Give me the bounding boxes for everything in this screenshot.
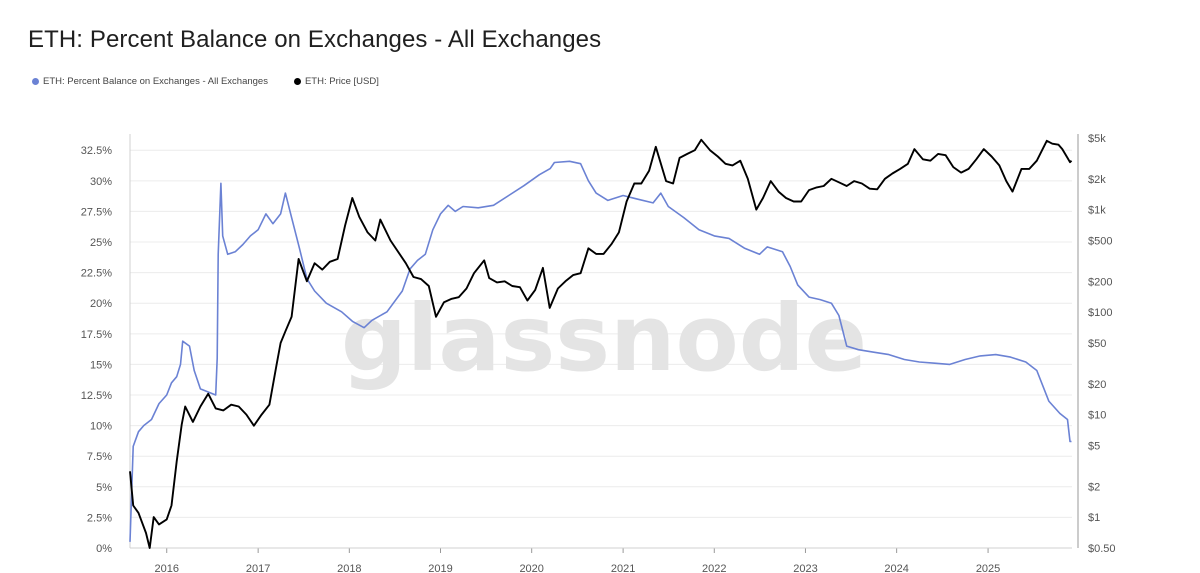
x-tick-label: 2016	[154, 563, 178, 573]
chart-legend: ETH: Percent Balance on Exchanges - All …	[32, 76, 379, 87]
y-right-tick-label: $0.50	[1088, 543, 1116, 555]
watermark-text: glassnode	[341, 285, 867, 392]
y-left-tick-label: 15%	[90, 359, 112, 371]
x-tick-label: 2021	[611, 563, 635, 573]
y-left-tick-label: 30%	[90, 176, 112, 188]
x-tick-label: 2018	[337, 563, 361, 573]
y-left-tick-label: 17.5%	[81, 329, 112, 341]
y-right-tick-label: $200	[1088, 276, 1112, 288]
y-left-tick-label: 32.5%	[81, 145, 112, 157]
y-right-tick-label: $20	[1088, 379, 1106, 391]
y-left-tick-label: 25%	[90, 237, 112, 249]
x-tick-label: 2020	[519, 563, 543, 573]
legend-label-price: ETH: Price [USD]	[304, 76, 379, 87]
y-right-tick-label: $5	[1088, 441, 1100, 453]
series-layer	[129, 138, 1073, 549]
legend-dot-icon	[32, 78, 39, 85]
y-left-tick-label: 0%	[96, 543, 112, 555]
series-line-balance	[129, 160, 1072, 542]
x-tick-label: 2023	[793, 563, 817, 573]
y-left-tick-label: 12.5%	[81, 390, 112, 402]
y-right-tick-label: $2k	[1088, 174, 1106, 186]
x-tick-label: 2024	[884, 563, 908, 573]
legend-item-balance[interactable]: ETH: Percent Balance on Exchanges - All …	[32, 76, 268, 87]
legend-item-price[interactable]: ETH: Price [USD]	[293, 76, 379, 87]
y-right-tick-label: $2	[1088, 481, 1100, 493]
x-tick-label: 2019	[428, 563, 452, 573]
y-right-tick-label: $1k	[1088, 205, 1106, 217]
y-right-tick-label: $500	[1088, 236, 1112, 248]
y-right-tick-label: $1	[1088, 512, 1100, 524]
y-left-tick-label: 27.5%	[81, 206, 112, 218]
y-right-tick-label: $50	[1088, 338, 1106, 350]
series-line-price	[129, 138, 1073, 549]
legend-label-balance: ETH: Percent Balance on Exchanges - All …	[43, 76, 268, 87]
y-left-tick-label: 2.5%	[87, 512, 112, 524]
y-left-tick-label: 22.5%	[81, 268, 112, 280]
y-left-tick-label: 7.5%	[87, 451, 112, 463]
y-left-tick-label: 5%	[96, 482, 112, 494]
x-tick-label: 2025	[976, 563, 1000, 573]
y-right-tick-label: $5k	[1088, 133, 1106, 145]
y-left-tick-label: 20%	[90, 298, 112, 310]
y-left-tick-label: 10%	[90, 421, 112, 433]
x-tick-label: 2022	[702, 563, 726, 573]
legend-dot-icon	[293, 78, 301, 85]
y-right-tick-label: $100	[1088, 307, 1112, 319]
x-tick-label: 2017	[246, 563, 270, 573]
tick-labels: 0% 2.5% 5% 7.5% 10% 12.5% 15% 17.5% 20% 22.5% 25% 2…	[81, 133, 1116, 573]
chart-title: ETH: Percent Balance on Exchanges - All …	[28, 26, 602, 53]
y-right-tick-label: $10	[1088, 410, 1106, 422]
